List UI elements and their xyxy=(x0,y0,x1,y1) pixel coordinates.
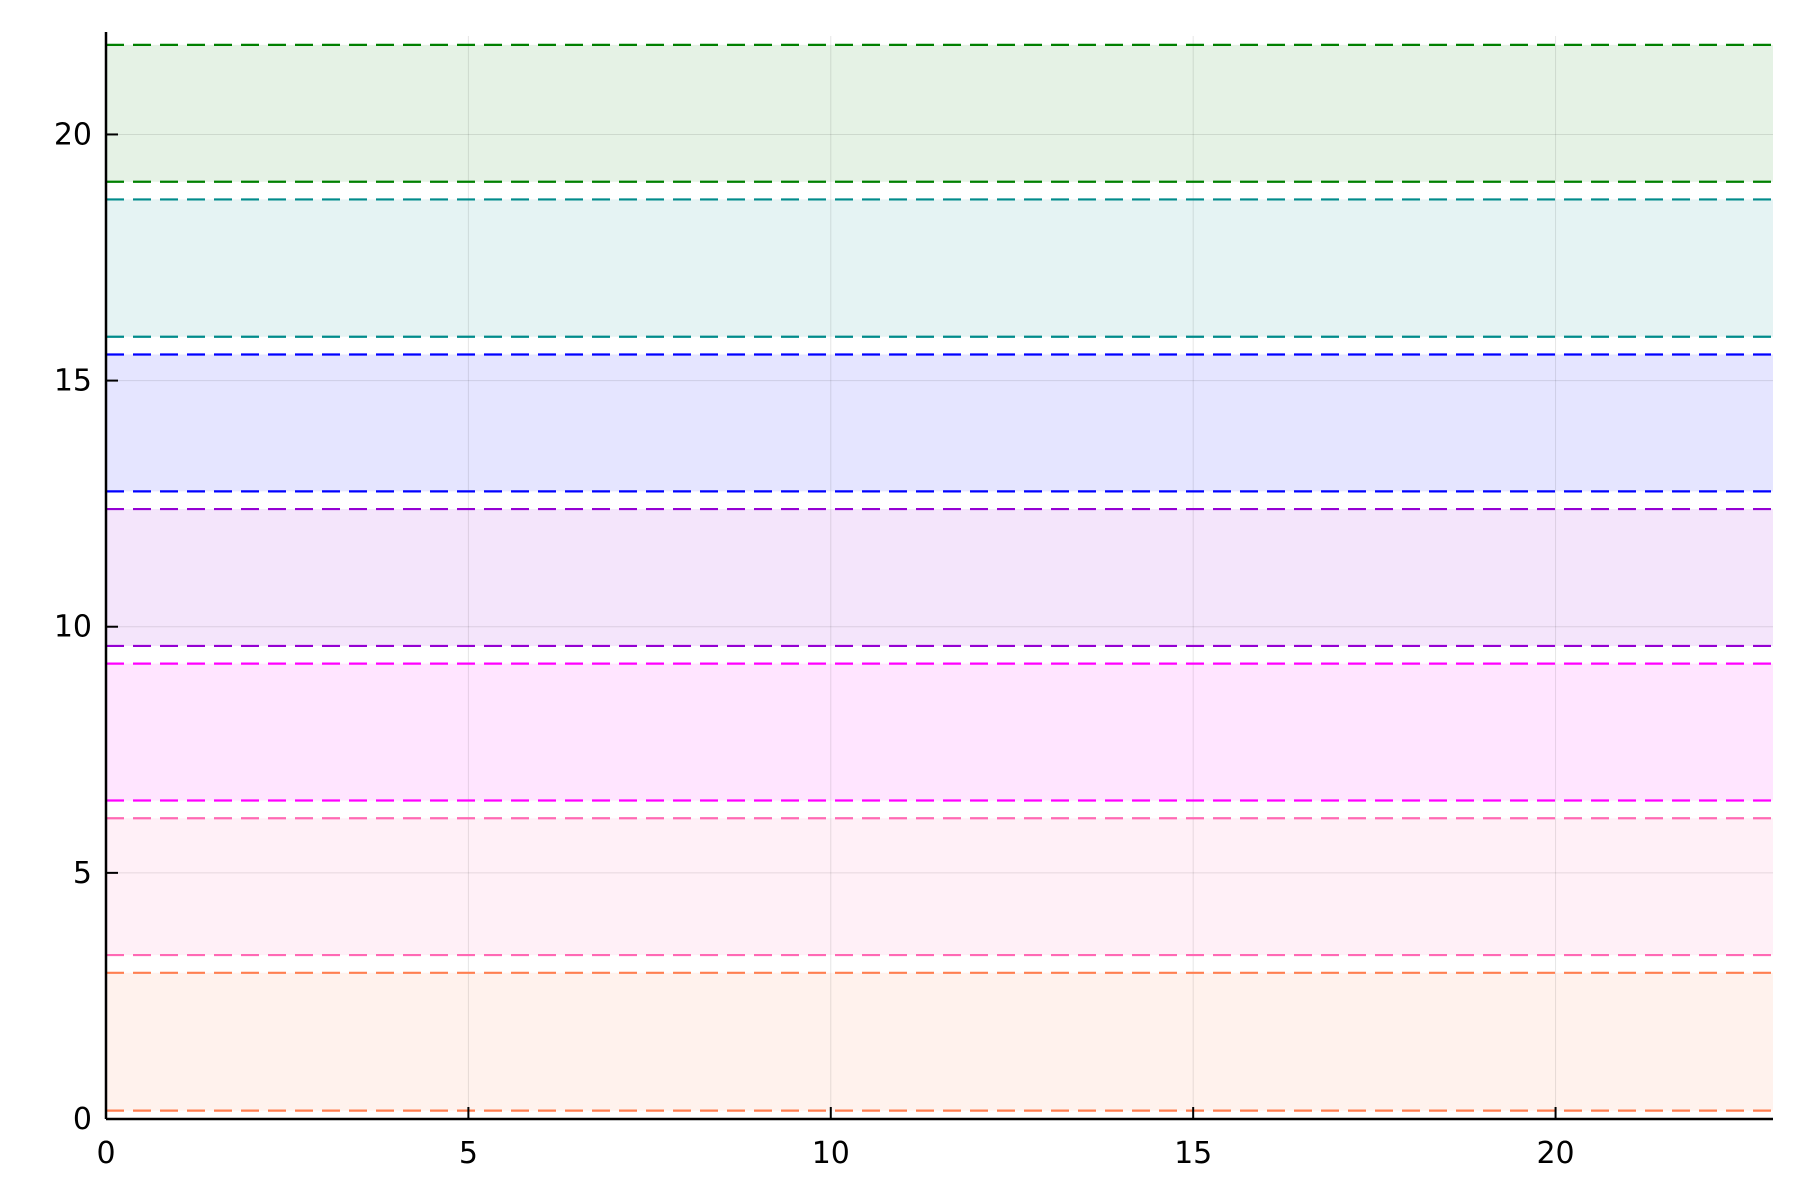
axes-layer xyxy=(104,32,1773,1121)
band-fill-4 xyxy=(106,354,1773,492)
band-fill-0 xyxy=(106,972,1773,1111)
y-tick-label-2: 10 xyxy=(54,610,92,645)
y-tick-label-3: 15 xyxy=(54,364,92,399)
y-tick-label-1: 5 xyxy=(73,856,92,891)
x-tick-label-2: 10 xyxy=(812,1136,850,1171)
x-tick-label-0: 0 xyxy=(96,1136,115,1171)
band-fill-3 xyxy=(106,509,1773,646)
band-lines-layer xyxy=(106,43,1773,1112)
ticks-layer: 0 5 10 15 20 0 5 10 15 20 xyxy=(54,117,1575,1171)
bands-layer xyxy=(106,44,1773,1111)
band-fill-2 xyxy=(106,663,1773,801)
band-fill-5 xyxy=(106,199,1773,337)
band-fill-6 xyxy=(106,44,1773,182)
x-tick-label-1: 5 xyxy=(459,1136,478,1171)
y-tick-label-4: 20 xyxy=(54,117,92,152)
y-tick-label-0: 0 xyxy=(73,1102,92,1137)
x-tick-label-3: 15 xyxy=(1174,1136,1212,1171)
band-fill-1 xyxy=(106,818,1773,956)
x-tick-label-4: 20 xyxy=(1536,1136,1574,1171)
